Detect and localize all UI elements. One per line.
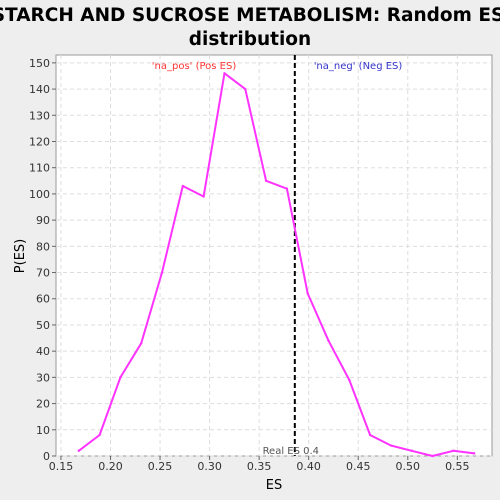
y-tick-label: 110 <box>29 162 50 175</box>
y-tick-label: 0 <box>43 450 50 463</box>
series-point <box>202 195 205 198</box>
grid-x <box>60 55 458 456</box>
series-point <box>181 184 185 188</box>
series-point <box>472 452 476 455</box>
series-point <box>348 378 351 382</box>
series-point <box>368 433 372 437</box>
pos-es-annotation: 'na_pos' (Pos ES) <box>152 61 237 72</box>
series-point <box>244 87 247 91</box>
series-point <box>410 449 413 452</box>
y-tick-label: 30 <box>36 371 50 384</box>
x-tick-label: 0.50 <box>396 460 421 473</box>
series-point <box>327 339 330 342</box>
grid-y <box>56 62 492 457</box>
series-point <box>160 271 164 274</box>
y-tick-label: 40 <box>36 345 50 358</box>
series-point <box>77 449 80 452</box>
x-tick-label: 0.40 <box>296 460 321 473</box>
x-tick-label: 0.25 <box>148 460 173 473</box>
series-point <box>98 433 101 437</box>
y-tick-label: 10 <box>36 424 50 437</box>
y-tick-label: 100 <box>29 188 50 201</box>
y-tick-label: 150 <box>29 57 50 70</box>
y-tick-label: 70 <box>36 267 50 280</box>
series-point <box>264 179 268 183</box>
y-axis-label: P(ES) <box>13 239 28 273</box>
series-line <box>78 72 475 457</box>
y-axis: 0 10 20 30 40 50 60 70 80 90 100 110 120 130 140 150 <box>29 57 56 463</box>
series-points <box>77 72 476 458</box>
series-point <box>140 342 143 345</box>
y-tick-label: 20 <box>36 398 50 411</box>
x-axis-label: ES <box>266 478 282 493</box>
series-point <box>389 444 393 447</box>
y-tick-label: 140 <box>29 83 50 96</box>
series-point <box>223 72 226 75</box>
x-tick-label: 0.20 <box>98 460 123 473</box>
y-tick-label: 60 <box>36 293 50 306</box>
x-tick-label: 0.55 <box>445 460 470 473</box>
real-es-label: Real ES 0.4 <box>263 446 319 457</box>
neg-es-annotation: 'na_neg' (Neg ES) <box>314 61 403 72</box>
series-point <box>306 292 309 295</box>
y-tick-label: 90 <box>36 214 50 227</box>
plot-area <box>55 54 493 457</box>
series-point <box>119 376 122 379</box>
x-tick-label: 0.15 <box>49 460 74 473</box>
y-tick-label: 120 <box>29 135 50 148</box>
x-tick-label: 0.35 <box>247 460 272 473</box>
series-point <box>431 454 434 458</box>
chart-title-line-1: STARCH AND SUCROSE METABOLISM: Random ES <box>0 5 500 26</box>
series-point <box>285 187 289 190</box>
y-tick-label: 130 <box>29 109 50 122</box>
y-tick-label: 80 <box>36 240 50 253</box>
y-tick-label: 50 <box>36 319 50 332</box>
x-tick-label: 0.30 <box>197 460 222 473</box>
x-axis: 0.15 0.20 0.25 0.30 0.35 0.40 0.45 0.50 0.55 <box>49 456 470 473</box>
x-tick-label: 0.45 <box>346 460 371 473</box>
chart-title-line-2: distribution <box>189 29 311 50</box>
series-point <box>452 449 455 452</box>
